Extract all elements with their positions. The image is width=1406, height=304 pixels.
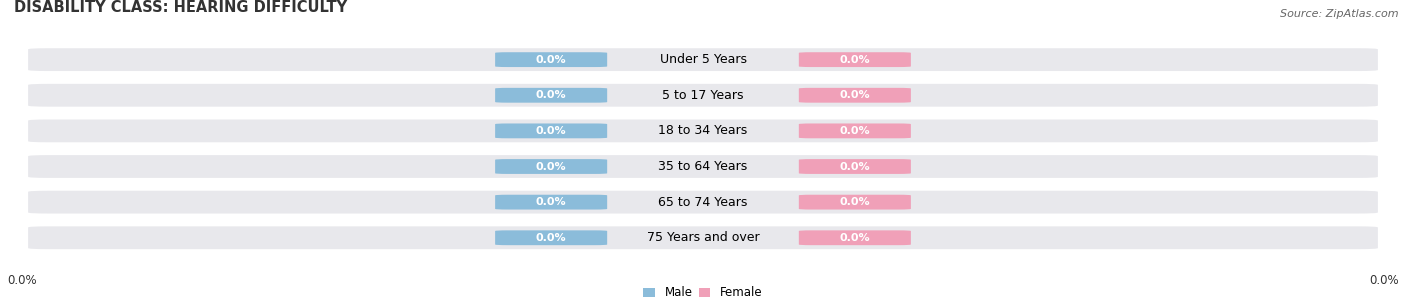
Text: 0.0%: 0.0%: [1369, 274, 1399, 287]
FancyBboxPatch shape: [799, 195, 911, 209]
Text: 0.0%: 0.0%: [839, 90, 870, 100]
Text: 0.0%: 0.0%: [536, 161, 567, 171]
Text: 0.0%: 0.0%: [536, 55, 567, 65]
FancyBboxPatch shape: [495, 195, 607, 209]
Text: DISABILITY CLASS: HEARING DIFFICULTY: DISABILITY CLASS: HEARING DIFFICULTY: [14, 0, 347, 15]
Text: Source: ZipAtlas.com: Source: ZipAtlas.com: [1281, 9, 1399, 19]
Text: 35 to 64 Years: 35 to 64 Years: [658, 160, 748, 173]
FancyBboxPatch shape: [799, 159, 911, 174]
Text: 75 Years and over: 75 Years and over: [647, 231, 759, 244]
FancyBboxPatch shape: [495, 52, 607, 67]
FancyBboxPatch shape: [495, 159, 607, 174]
Text: 0.0%: 0.0%: [7, 274, 37, 287]
FancyBboxPatch shape: [28, 119, 1378, 142]
Text: 0.0%: 0.0%: [536, 126, 567, 136]
FancyBboxPatch shape: [28, 155, 1378, 178]
Legend: Male, Female: Male, Female: [638, 282, 768, 304]
Text: 0.0%: 0.0%: [839, 126, 870, 136]
FancyBboxPatch shape: [28, 84, 1378, 107]
FancyBboxPatch shape: [495, 230, 607, 245]
FancyBboxPatch shape: [28, 48, 1378, 71]
Text: 5 to 17 Years: 5 to 17 Years: [662, 89, 744, 102]
Text: 0.0%: 0.0%: [536, 90, 567, 100]
Text: 0.0%: 0.0%: [839, 197, 870, 207]
FancyBboxPatch shape: [28, 191, 1378, 213]
Text: 0.0%: 0.0%: [536, 197, 567, 207]
Text: 18 to 34 Years: 18 to 34 Years: [658, 124, 748, 137]
FancyBboxPatch shape: [495, 88, 607, 103]
FancyBboxPatch shape: [799, 52, 911, 67]
FancyBboxPatch shape: [799, 230, 911, 245]
FancyBboxPatch shape: [799, 88, 911, 103]
Text: 0.0%: 0.0%: [839, 161, 870, 171]
FancyBboxPatch shape: [28, 226, 1378, 249]
Text: 65 to 74 Years: 65 to 74 Years: [658, 196, 748, 209]
Text: 0.0%: 0.0%: [839, 55, 870, 65]
Text: 0.0%: 0.0%: [839, 233, 870, 243]
Text: Under 5 Years: Under 5 Years: [659, 53, 747, 66]
FancyBboxPatch shape: [799, 123, 911, 138]
Text: 0.0%: 0.0%: [536, 233, 567, 243]
FancyBboxPatch shape: [495, 123, 607, 138]
